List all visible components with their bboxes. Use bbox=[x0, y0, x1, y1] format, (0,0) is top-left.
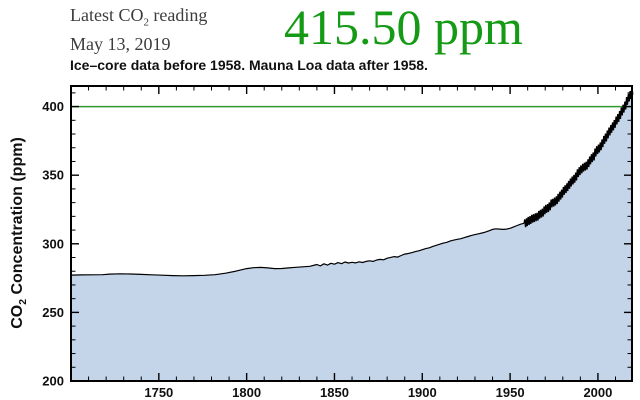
co2-subscript: 2 bbox=[143, 16, 149, 29]
x-tick-label: 2000 bbox=[583, 385, 612, 400]
plot-frame bbox=[70, 85, 633, 382]
latest-reading-label: Latest CO2 reading bbox=[70, 5, 207, 34]
y-tick-label: 300 bbox=[42, 236, 64, 251]
y-tick-label: 350 bbox=[42, 168, 64, 183]
mauna-loa-seasonal-line bbox=[523, 85, 634, 228]
latest-reading-date: May 13, 2019 bbox=[70, 33, 171, 54]
y-tick-label: 250 bbox=[42, 305, 64, 320]
latest-reading-label-suffix: reading bbox=[148, 5, 208, 25]
co2-area-fill bbox=[71, 85, 633, 382]
chart-subtitle: Ice–core data before 1958. Mauna Loa dat… bbox=[70, 57, 428, 73]
x-tick-label: 1950 bbox=[496, 385, 525, 400]
x-tick-label: 1900 bbox=[408, 385, 437, 400]
x-tick-label: 1750 bbox=[144, 385, 173, 400]
y-tick-label: 400 bbox=[42, 99, 64, 114]
x-tick-label: 1850 bbox=[320, 385, 349, 400]
latest-co2-reading-value: 415.50 ppm bbox=[284, 0, 523, 55]
ice-core-line bbox=[70, 222, 525, 277]
latest-reading-label-prefix: Latest CO bbox=[70, 5, 144, 25]
y-tick-label: 200 bbox=[42, 374, 64, 389]
x-tick-label: 1800 bbox=[232, 385, 261, 400]
latest-reading-block: Latest CO2 reading May 13, 2019 bbox=[70, 5, 207, 55]
